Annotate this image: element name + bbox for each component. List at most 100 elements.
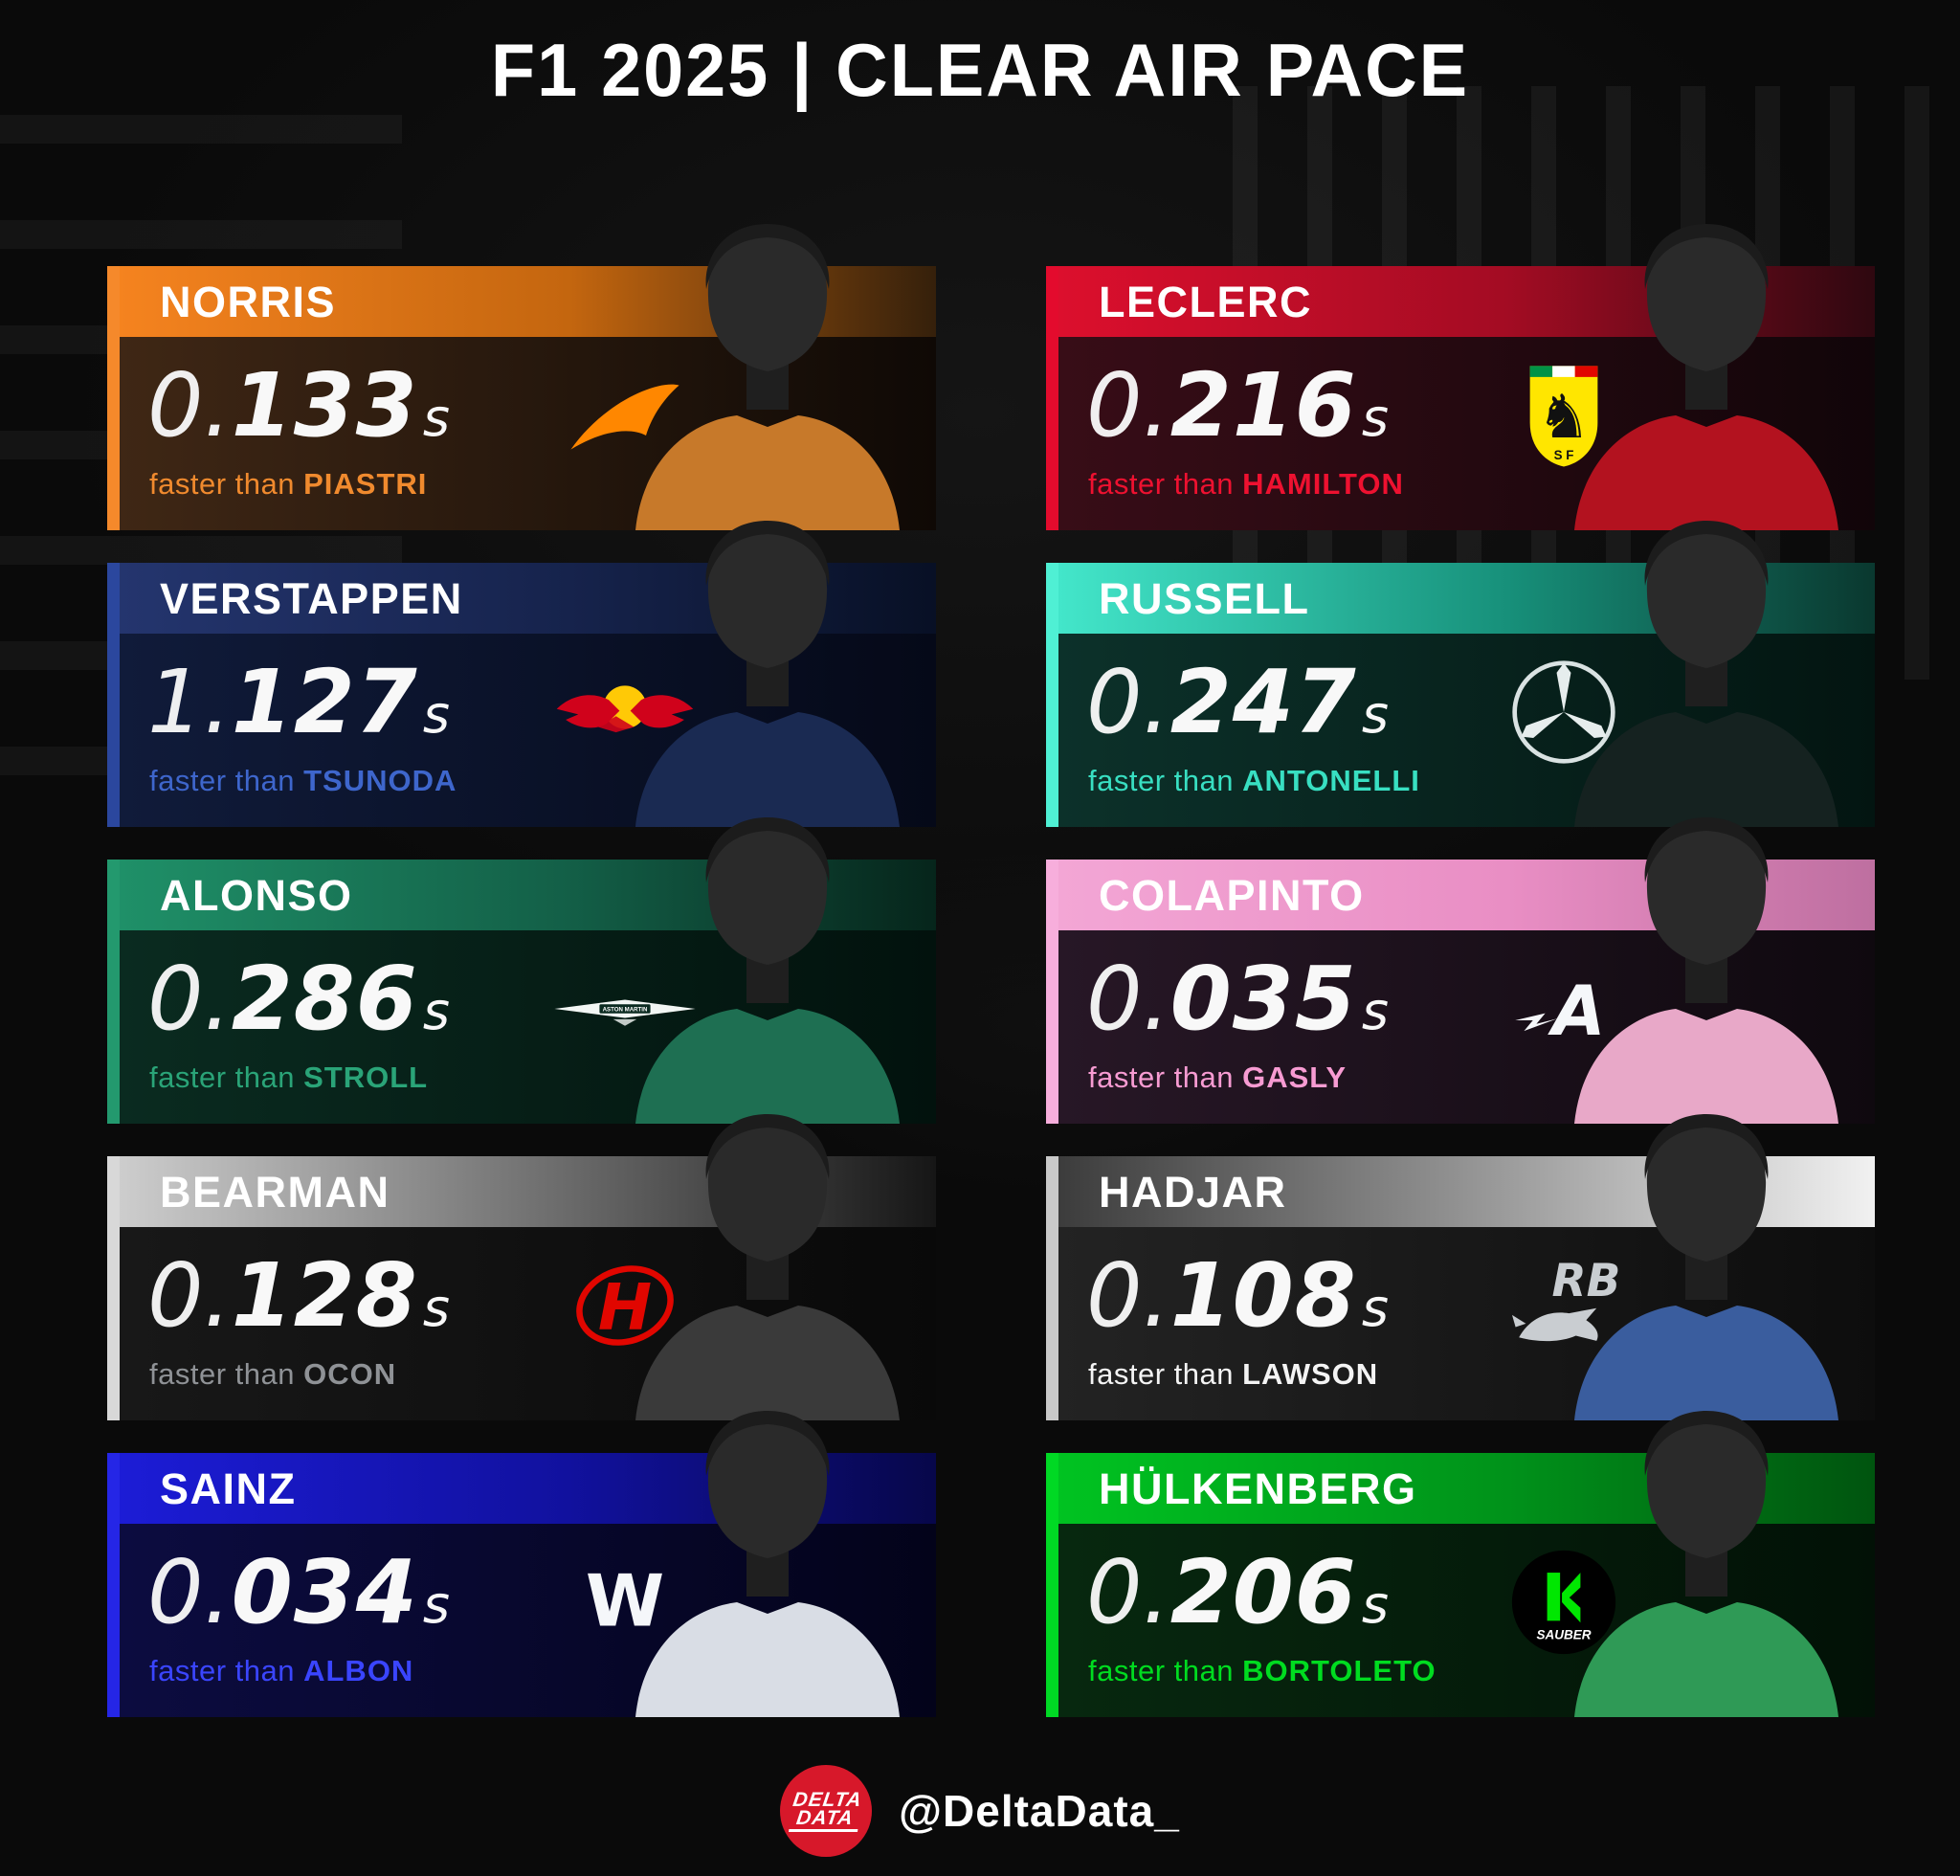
- gap-lead: 0.: [147, 354, 232, 457]
- gap-unit: s: [1361, 388, 1389, 448]
- driver-photo: [1563, 197, 1850, 530]
- driver-photo: [624, 1384, 911, 1717]
- card-accent-stripe: [1046, 1156, 1058, 1420]
- driver-photo: [1563, 1087, 1850, 1420]
- svg-text:ASTON MARTIN: ASTON MARTIN: [603, 1007, 648, 1014]
- gap-unit: s: [1361, 684, 1389, 745]
- faster-than-label: faster than HAMILTON: [1088, 467, 1404, 502]
- haas-logo-icon: H: [553, 1244, 697, 1367]
- driver-photo: [1563, 1384, 1850, 1717]
- driver-card: SAINZ 0. 034 s faster than ALBON W: [107, 1411, 936, 1717]
- footer: DELTA DATA @DeltaData_: [0, 1765, 1960, 1857]
- gap-unit: s: [1361, 1278, 1389, 1338]
- rival-name: GASLY: [1242, 1061, 1348, 1094]
- driver-name: RUSSELL: [1099, 574, 1310, 623]
- gap-lead: 0.: [147, 1244, 232, 1347]
- driver-photo: [1563, 791, 1850, 1124]
- faster-prefix: faster than: [149, 467, 295, 501]
- driver-name: BEARMAN: [160, 1168, 390, 1217]
- faster-than-label: faster than STROLL: [149, 1061, 428, 1095]
- card-accent-stripe: [107, 266, 120, 530]
- faster-prefix: faster than: [149, 764, 295, 797]
- gap-digits: 035: [1169, 948, 1357, 1050]
- red-bull-logo-icon: [553, 651, 697, 773]
- svg-text:W: W: [586, 1559, 664, 1642]
- gap-unit: s: [422, 388, 450, 448]
- page-title: F1 2025 | CLEAR AIR PACE: [490, 28, 1470, 112]
- gap-lead: 0.: [147, 948, 232, 1050]
- sauber-logo-icon: SAUBER: [1492, 1541, 1636, 1664]
- faster-prefix: faster than: [1088, 1357, 1234, 1391]
- driver-name: COLAPINTO: [1099, 871, 1365, 920]
- gap-digits: 128: [231, 1244, 418, 1347]
- faster-than-label: faster than LAWSON: [1088, 1357, 1378, 1392]
- gap-digits: 108: [1169, 1244, 1357, 1347]
- driver-card: VERSTAPPEN 1. 127 s faster than TSUNODA: [107, 521, 936, 827]
- faster-than-label: faster than GASLY: [1088, 1061, 1347, 1095]
- gap-time: 0. 035 s: [1086, 955, 1389, 1043]
- card-accent-stripe: [1046, 563, 1058, 827]
- svg-text:S F: S F: [1554, 448, 1574, 462]
- driver-photo: [624, 197, 911, 530]
- gap-digits: 247: [1169, 651, 1357, 753]
- deltadata-logo-line1: DELTA: [791, 1788, 864, 1811]
- rival-name: LAWSON: [1242, 1357, 1379, 1391]
- driver-name: SAINZ: [160, 1464, 297, 1513]
- faster-than-label: faster than ANTONELLI: [1088, 764, 1420, 798]
- gap-time: 0. 206 s: [1086, 1549, 1389, 1637]
- rival-name: OCON: [303, 1357, 397, 1391]
- gap-lead: 0.: [1086, 1541, 1170, 1643]
- faster-than-label: faster than BORTOLETO: [1088, 1654, 1437, 1688]
- racing-bulls-logo-icon: RB: [1492, 1244, 1636, 1367]
- gap-unit: s: [1361, 1574, 1389, 1635]
- gap-time: 0. 216 s: [1086, 362, 1389, 450]
- alpine-logo-icon: A: [1492, 948, 1636, 1070]
- svg-text:RB: RB: [1552, 1258, 1621, 1307]
- driver-card: LECLERC 0. 216 s faster than HAMILTON ♞ S …: [1046, 224, 1875, 530]
- faster-prefix: faster than: [1088, 1654, 1234, 1687]
- faster-prefix: faster than: [149, 1061, 295, 1094]
- card-accent-stripe: [1046, 266, 1058, 530]
- gap-unit: s: [422, 1278, 450, 1338]
- gap-digits: 034: [231, 1541, 418, 1643]
- gap-time: 0. 128 s: [147, 1252, 450, 1340]
- gap-time: 0. 247 s: [1086, 659, 1389, 747]
- card-accent-stripe: [1046, 1453, 1058, 1717]
- svg-text:♞: ♞: [1537, 381, 1592, 452]
- gap-time: 1. 127 s: [147, 659, 450, 747]
- driver-card: ALONSO 0. 286 s faster than STROLL ASTON M…: [107, 817, 936, 1124]
- card-accent-stripe: [1046, 860, 1058, 1124]
- mclaren-logo-icon: [553, 354, 697, 477]
- gap-lead: 0.: [1086, 354, 1170, 457]
- deltadata-logo: DELTA DATA: [780, 1765, 873, 1857]
- gap-digits: 127: [231, 651, 418, 753]
- card-accent-stripe: [107, 1156, 120, 1420]
- gap-digits: 206: [1169, 1541, 1357, 1643]
- faster-prefix: faster than: [149, 1654, 295, 1687]
- gap-lead: 1.: [147, 651, 232, 753]
- gap-lead: 0.: [1086, 651, 1170, 753]
- driver-photo: [624, 494, 911, 827]
- driver-card: NORRIS 0. 133 s faster than PIASTRI: [107, 224, 936, 530]
- faster-than-label: faster than ALBON: [149, 1654, 413, 1688]
- faster-prefix: faster than: [149, 1357, 295, 1391]
- driver-name: VERSTAPPEN: [160, 574, 463, 623]
- gap-unit: s: [422, 1574, 450, 1635]
- social-handle[interactable]: @DeltaData_: [899, 1786, 1180, 1836]
- rival-name: TSUNODA: [303, 764, 457, 797]
- driver-card: HADJAR 0. 108 s faster than LAWSON RB: [1046, 1114, 1875, 1420]
- gap-lead: 0.: [147, 1541, 232, 1643]
- driver-card: COLAPINTO 0. 035 s faster than GASLY A: [1046, 817, 1875, 1124]
- gap-time: 0. 286 s: [147, 955, 450, 1043]
- rival-name: ALBON: [303, 1654, 414, 1687]
- aston-martin-logo-icon: ASTON MARTIN: [553, 948, 697, 1070]
- driver-card: HÜLKENBERG 0. 206 s faster than BORTOLETO …: [1046, 1411, 1875, 1717]
- gap-time: 0. 133 s: [147, 362, 450, 450]
- driver-card: BEARMAN 0. 128 s faster than OCON H: [107, 1114, 936, 1420]
- driver-name: HADJAR: [1099, 1168, 1287, 1217]
- rival-name: PIASTRI: [303, 467, 428, 501]
- driver-name: LECLERC: [1099, 278, 1312, 326]
- card-accent-stripe: [107, 563, 120, 827]
- ferrari-logo-icon: ♞ S F: [1492, 354, 1636, 477]
